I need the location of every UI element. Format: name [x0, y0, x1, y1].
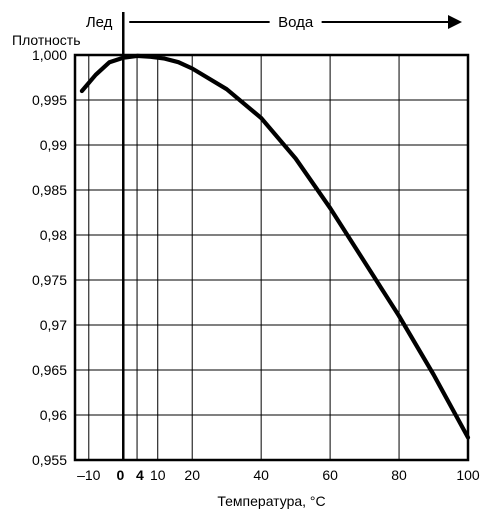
- x-tick-label: 100: [456, 467, 480, 483]
- x-tick-label: 80: [391, 467, 407, 483]
- x-tick-label: 0: [116, 467, 124, 483]
- x-tick-label: 60: [322, 467, 338, 483]
- x-axis-label: Температура, °C: [217, 493, 325, 509]
- y-tick-label: 0,965: [32, 362, 67, 378]
- x-tick-label: 20: [184, 467, 200, 483]
- x-tick-label: 10: [150, 467, 166, 483]
- label-ice: Лед: [86, 14, 113, 31]
- y-tick-label: 0,98: [40, 227, 67, 243]
- x-tick-label: 4: [136, 467, 144, 483]
- label-water: Вода: [278, 14, 314, 31]
- y-tick-label: 0,995: [32, 92, 67, 108]
- x-tick-label: –10: [77, 467, 101, 483]
- x-tick-label: 40: [253, 467, 269, 483]
- density-temperature-chart: 0,955 0,96 0,965 0,97 0,975 0,98 0,985 0,99 0,99…: [0, 0, 500, 521]
- y-tick-label: 1,000: [32, 47, 67, 63]
- y-tick-label: 0,975: [32, 272, 67, 288]
- y-tick-label: 0,96: [40, 407, 67, 423]
- y-tick-label: 0,985: [32, 182, 67, 198]
- y-axis-label: Плотность: [12, 32, 81, 48]
- y-tick-label: 0,99: [40, 137, 67, 153]
- y-tick-label: 0,97: [40, 317, 67, 333]
- y-tick-label: 0,955: [32, 452, 67, 468]
